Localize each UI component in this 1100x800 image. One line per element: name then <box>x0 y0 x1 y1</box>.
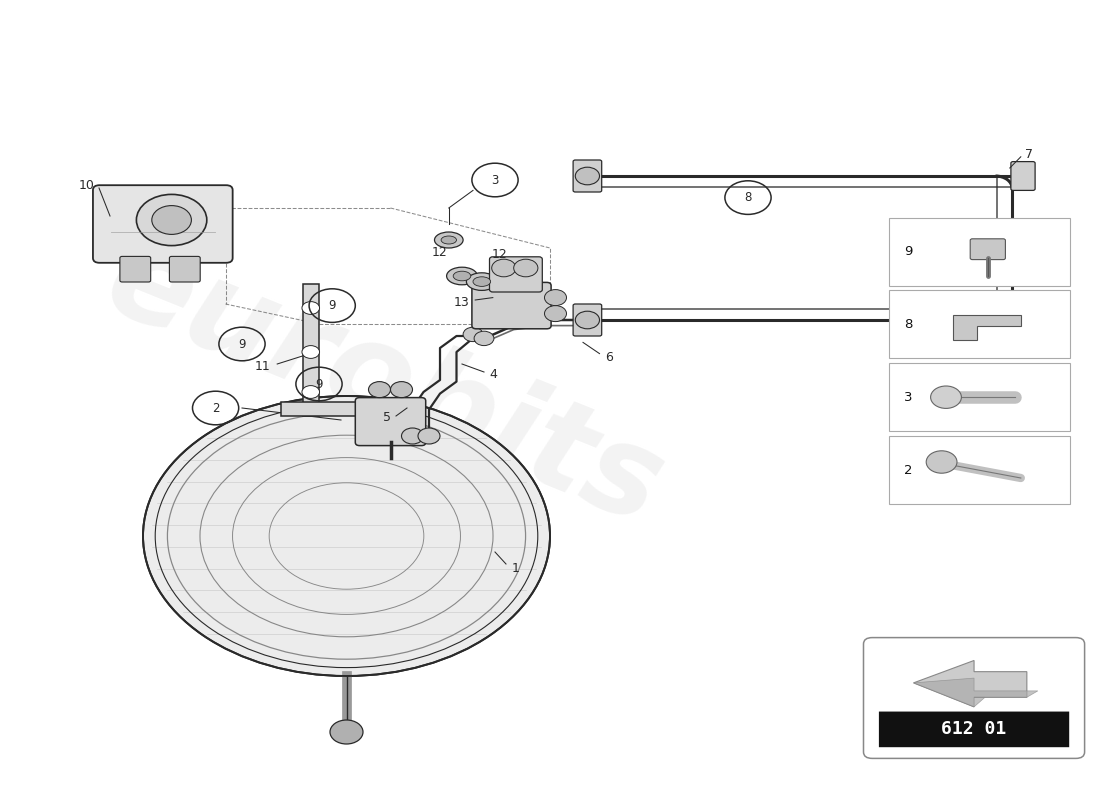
Polygon shape <box>953 314 1021 341</box>
Text: 12: 12 <box>432 246 448 258</box>
Polygon shape <box>913 661 1027 707</box>
Text: 4: 4 <box>490 368 497 381</box>
Text: 6: 6 <box>605 351 613 364</box>
Text: 13: 13 <box>454 296 470 309</box>
FancyBboxPatch shape <box>879 711 1069 747</box>
Text: 5: 5 <box>383 411 390 424</box>
Circle shape <box>926 450 957 473</box>
FancyBboxPatch shape <box>889 436 1070 504</box>
FancyBboxPatch shape <box>120 256 151 282</box>
Text: 9: 9 <box>904 245 913 258</box>
FancyBboxPatch shape <box>573 160 602 192</box>
Text: 9: 9 <box>239 338 245 350</box>
Text: 12: 12 <box>492 248 507 261</box>
Text: 11: 11 <box>255 360 271 373</box>
FancyBboxPatch shape <box>573 304 602 336</box>
Circle shape <box>402 428 424 444</box>
FancyBboxPatch shape <box>864 638 1085 758</box>
Circle shape <box>463 327 483 342</box>
Circle shape <box>474 331 494 346</box>
FancyBboxPatch shape <box>355 398 426 446</box>
Ellipse shape <box>447 267 477 285</box>
Text: 612 01: 612 01 <box>942 720 1007 738</box>
Polygon shape <box>302 284 319 416</box>
Polygon shape <box>280 402 380 416</box>
Text: eurobits: eurobits <box>90 218 680 550</box>
Circle shape <box>301 386 320 398</box>
Text: 1: 1 <box>512 562 519 574</box>
FancyBboxPatch shape <box>889 218 1070 286</box>
Ellipse shape <box>143 396 550 676</box>
Text: 7: 7 <box>1025 148 1033 161</box>
Text: 9: 9 <box>316 378 322 390</box>
FancyBboxPatch shape <box>92 186 233 262</box>
Text: 9: 9 <box>329 299 336 312</box>
Circle shape <box>330 720 363 744</box>
Text: 2: 2 <box>212 402 219 414</box>
Polygon shape <box>913 678 1038 707</box>
Text: 3: 3 <box>904 390 913 404</box>
Circle shape <box>544 306 566 322</box>
FancyBboxPatch shape <box>970 238 1005 259</box>
Ellipse shape <box>441 236 456 244</box>
Circle shape <box>152 206 191 234</box>
Circle shape <box>544 290 566 306</box>
FancyBboxPatch shape <box>889 363 1070 431</box>
Ellipse shape <box>453 271 471 281</box>
Ellipse shape <box>473 277 491 286</box>
Circle shape <box>514 259 538 277</box>
Text: 2: 2 <box>904 463 913 477</box>
Circle shape <box>136 194 207 246</box>
Circle shape <box>390 382 412 398</box>
Ellipse shape <box>466 273 497 290</box>
Circle shape <box>418 428 440 444</box>
Circle shape <box>931 386 961 408</box>
FancyBboxPatch shape <box>490 257 542 292</box>
Text: a passion for parts since 1962: a passion for parts since 1962 <box>299 479 537 553</box>
Text: 8: 8 <box>904 318 913 331</box>
FancyBboxPatch shape <box>889 290 1070 358</box>
Circle shape <box>301 346 320 358</box>
FancyBboxPatch shape <box>1011 306 1035 334</box>
Ellipse shape <box>434 232 463 248</box>
FancyBboxPatch shape <box>1011 162 1035 190</box>
Text: 10: 10 <box>79 179 95 192</box>
FancyBboxPatch shape <box>472 282 551 329</box>
Circle shape <box>575 167 600 185</box>
Circle shape <box>492 259 516 277</box>
Circle shape <box>368 382 390 398</box>
Text: 8: 8 <box>745 191 751 204</box>
FancyBboxPatch shape <box>169 256 200 282</box>
Circle shape <box>575 311 600 329</box>
Text: 3: 3 <box>492 174 498 186</box>
Circle shape <box>301 302 320 314</box>
Polygon shape <box>363 416 379 440</box>
